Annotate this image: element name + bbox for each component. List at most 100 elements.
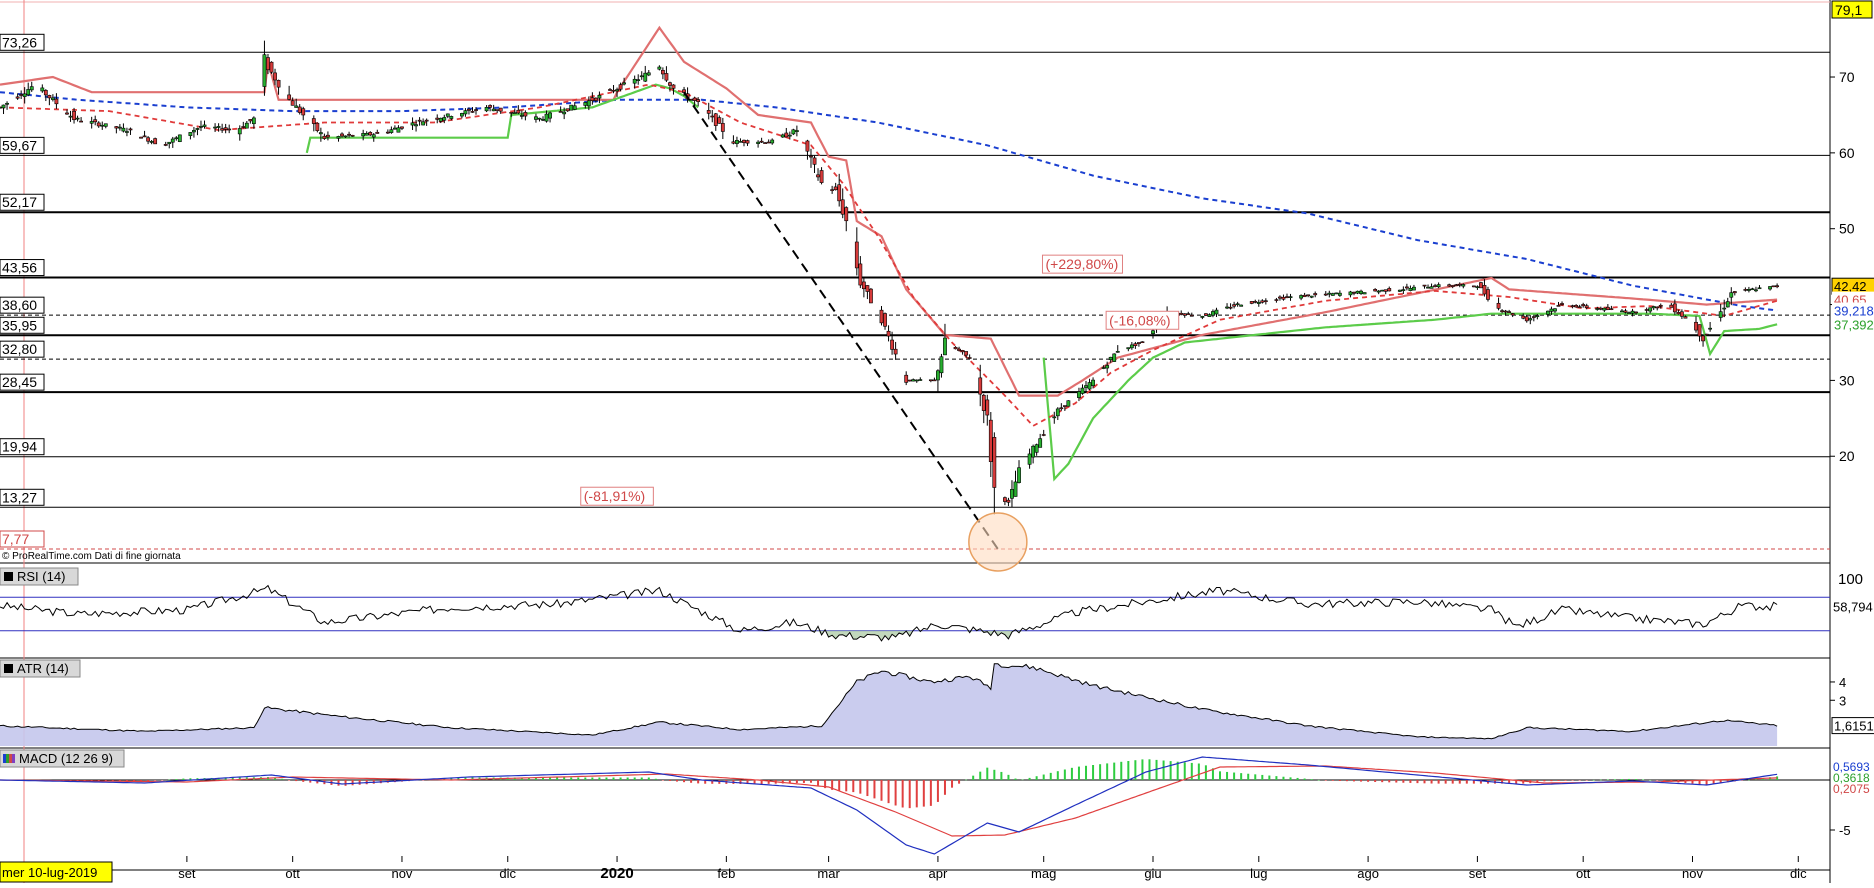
macd-histogram-bar: [1479, 780, 1482, 784]
annotation-label: (-16,08%): [1109, 312, 1170, 328]
last-value-label: 39,218: [1834, 303, 1874, 318]
macd-histogram-bar: [309, 780, 312, 783]
candle-body: [114, 126, 119, 129]
macd-histogram-bar: [598, 777, 601, 780]
macd-histogram-bar: [887, 780, 890, 804]
candle-body: [1546, 310, 1550, 315]
candle-body: [1623, 310, 1628, 313]
candle-body: [1003, 497, 1007, 502]
candle-body: [1754, 289, 1758, 292]
candle-body: [1531, 316, 1536, 318]
candle-body: [1225, 306, 1229, 309]
macd-histogram-bar: [147, 780, 150, 782]
macd-histogram-bar: [168, 779, 171, 781]
macd-histogram-bar: [1430, 780, 1433, 784]
candle-body: [1496, 302, 1501, 309]
macd-histogram-bar: [1451, 780, 1454, 784]
macd-histogram-bar: [1620, 779, 1623, 780]
macd-tag-swatch: [3, 754, 6, 763]
candle-body: [713, 113, 718, 126]
macd-histogram-bar: [668, 780, 671, 781]
candle-body: [844, 207, 849, 222]
candle-body: [50, 97, 55, 100]
level-label: 43,56: [2, 260, 37, 276]
candle-body: [368, 132, 373, 136]
candle-body: [1112, 353, 1117, 362]
macd-histogram-bar: [1141, 759, 1144, 780]
candle-body: [787, 134, 792, 137]
candle-body: [43, 90, 48, 96]
candle-body: [220, 128, 225, 131]
candle-body: [1034, 444, 1039, 453]
candle-body: [216, 126, 221, 128]
candle-body: [1634, 311, 1638, 314]
price-y-tick-label: 30: [1839, 372, 1855, 388]
macd-histogram-bar: [901, 780, 904, 808]
candle-body: [1140, 341, 1145, 344]
macd-histogram-bar: [1550, 780, 1553, 782]
level-label-box: [0, 259, 45, 277]
macd-histogram-bar: [1374, 780, 1377, 782]
candle-body: [460, 113, 464, 117]
atr-y-tick-label: 3: [1839, 693, 1846, 708]
candle-body: [167, 141, 172, 145]
macd-histogram-bar: [866, 780, 869, 797]
macd-histogram-bar: [1691, 780, 1694, 784]
candle-body: [731, 141, 736, 144]
last-value-box: [1832, 316, 1874, 333]
macd-histogram-bar: [295, 780, 298, 782]
candle-body: [170, 138, 175, 143]
macd-histogram-bar: [788, 780, 791, 784]
macd-histogram-bar: [1360, 780, 1363, 782]
candle-body: [1062, 405, 1067, 407]
candle-body: [953, 346, 958, 350]
candle-body: [1256, 302, 1261, 304]
candle-body: [960, 350, 965, 353]
macd-histogram-bar: [1338, 780, 1341, 781]
candle-body: [273, 72, 277, 81]
atr-last-box: [1831, 717, 1874, 735]
candle-body: [519, 115, 524, 117]
candle-body: [491, 108, 496, 112]
candle-body: [660, 70, 665, 75]
support-line: [1042, 312, 1778, 482]
macd-histogram-bar: [1190, 762, 1193, 780]
last-value-box: [1832, 302, 1874, 319]
candle-body: [943, 337, 947, 356]
candle-body: [1408, 287, 1413, 291]
macd-histogram-bar: [958, 780, 961, 784]
candle-body: [188, 132, 193, 136]
candle-body: [1214, 309, 1219, 315]
level-label: 13,27: [2, 489, 37, 505]
candle-body: [1186, 313, 1191, 315]
macd-histogram-bar: [457, 777, 460, 780]
candle-body: [1052, 416, 1057, 419]
time-axis-label: 2020: [600, 865, 633, 882]
candle-body: [1105, 365, 1110, 369]
candle-body: [756, 141, 760, 144]
macd-histogram-bar: [549, 777, 552, 780]
macd-histogram-bar: [1367, 780, 1370, 782]
watermark: © ProRealTime.com Dati di fine giornata: [2, 551, 181, 562]
candle-body: [1179, 312, 1184, 315]
candle-body: [1457, 283, 1462, 286]
candle-body: [558, 111, 563, 113]
rsi-tag-swatch: [4, 572, 13, 581]
candle-body: [269, 61, 274, 73]
candle-body: [816, 174, 820, 178]
annotation-box: [580, 486, 654, 506]
time-axis-label: nov: [1682, 866, 1703, 881]
candle-body: [488, 105, 493, 108]
candle-body: [1281, 296, 1286, 300]
macd-histogram-bar: [520, 777, 523, 780]
macd-histogram-bar: [316, 780, 319, 784]
candle-body: [706, 110, 711, 114]
candle-body: [290, 100, 295, 106]
macd-line: [0, 756, 1778, 855]
candle-body: [294, 105, 299, 108]
macd-histogram-bar: [1592, 779, 1595, 781]
macd-histogram-bar: [111, 780, 114, 782]
candle-body: [735, 140, 739, 144]
atr-tag-swatch: [4, 664, 13, 673]
